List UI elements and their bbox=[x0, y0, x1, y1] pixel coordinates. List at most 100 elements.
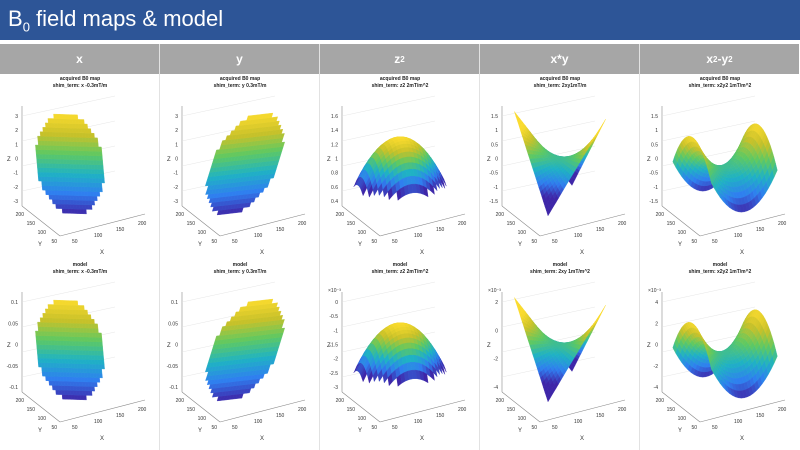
grid-line bbox=[501, 281, 596, 303]
x-axis-line bbox=[219, 399, 306, 423]
x-tick-label: 200 bbox=[138, 221, 147, 227]
z-tick-label: -4 bbox=[654, 385, 659, 391]
y-axis-label: Y bbox=[518, 428, 522, 434]
grid-line bbox=[341, 120, 436, 142]
surface-patch bbox=[441, 361, 447, 373]
plot-title-line1: acquired B0 map bbox=[539, 76, 581, 82]
surface-patch bbox=[99, 160, 104, 166]
y-axis-label: Y bbox=[198, 242, 202, 248]
grid-line bbox=[341, 95, 436, 117]
y-axis-label: Y bbox=[358, 242, 362, 248]
surface-patch bbox=[279, 133, 285, 139]
x-axis-label: X bbox=[740, 436, 744, 442]
y-axis-line bbox=[661, 391, 701, 423]
z-tick-label: -3 bbox=[174, 199, 179, 205]
surface-patch bbox=[88, 390, 93, 396]
y-axis-label: Y bbox=[198, 428, 202, 434]
x-tick-label: 50 bbox=[72, 425, 78, 431]
surface-patch bbox=[98, 373, 103, 379]
model-plot-4: model shim_term: 2xy 1mT/m^2 2 0 -2 -4 ×10⁻³ Z 2… bbox=[480, 262, 640, 448]
y-tick-label: 100 bbox=[358, 230, 367, 236]
column-header-2: y bbox=[160, 44, 319, 74]
plot-title: model shim_term: y 0.3mT/m bbox=[160, 262, 320, 276]
z-tick-label: 1.4 bbox=[331, 128, 338, 134]
x-axis-label: X bbox=[420, 436, 424, 442]
x-tick-label: 150 bbox=[756, 413, 765, 419]
x-axis-line bbox=[539, 213, 626, 237]
surface-patch bbox=[100, 364, 105, 370]
plot-title-line2: shim_term: x -0.3mT/m bbox=[52, 83, 108, 89]
z-tick-label: 0.5 bbox=[491, 142, 498, 148]
y-tick-label: 200 bbox=[656, 398, 665, 404]
z-tick-label: 0 bbox=[175, 343, 178, 349]
y-axis-line bbox=[181, 391, 221, 423]
z-tick-label: -1 bbox=[14, 171, 19, 177]
grid-line bbox=[181, 281, 276, 303]
z-tick-label: 1.5 bbox=[651, 114, 658, 120]
z-tick-label: -0.05 bbox=[167, 364, 179, 370]
z-tick-label: -0.5 bbox=[649, 171, 658, 177]
x-tick-label: 150 bbox=[436, 227, 445, 233]
column-divider bbox=[319, 44, 320, 450]
surface-mesh bbox=[205, 298, 285, 402]
z-tick-label: -2.5 bbox=[329, 371, 338, 377]
x-axis-label: X bbox=[580, 436, 584, 442]
z-tick-label: 0.1 bbox=[11, 300, 18, 306]
x-axis-label: X bbox=[100, 250, 104, 256]
grid-line bbox=[661, 306, 756, 328]
z-tick-label: 3 bbox=[15, 114, 18, 120]
plot-title-line1: acquired B0 map bbox=[59, 76, 101, 82]
x-tick-label: 200 bbox=[618, 221, 627, 227]
surface-patch bbox=[100, 173, 105, 179]
plot-title-line1: model bbox=[232, 262, 248, 268]
x-tick-label: 50 bbox=[552, 425, 558, 431]
surface-patch bbox=[268, 298, 274, 305]
x-axis-label: X bbox=[740, 250, 744, 256]
surface-patch bbox=[279, 327, 285, 334]
grid-line bbox=[661, 120, 756, 142]
x-axis-line bbox=[699, 399, 786, 423]
z-exponent-label: ×10⁻³ bbox=[328, 288, 341, 294]
surface-patch bbox=[601, 119, 606, 127]
plot-title-line1: model bbox=[712, 262, 728, 268]
x-tick-label: 150 bbox=[116, 227, 125, 233]
surface-patch bbox=[100, 169, 105, 175]
y-tick-label: 50 bbox=[51, 425, 57, 431]
grid-line bbox=[181, 95, 276, 117]
model-plot-5: model shim_term: x2y2 1mT/m^2 4 2 0 -2 -4 ×10⁻³… bbox=[640, 262, 800, 448]
z-tick-label: 0 bbox=[655, 343, 658, 349]
y-tick-label: 200 bbox=[336, 212, 345, 218]
y-tick-label: 100 bbox=[358, 416, 367, 422]
grid-line bbox=[661, 281, 756, 303]
column-header-4: x*y bbox=[480, 44, 639, 74]
x-tick-label: 200 bbox=[298, 407, 307, 413]
surface-patch bbox=[87, 314, 92, 320]
surface-patch bbox=[278, 315, 284, 321]
x-tick-label: 100 bbox=[414, 419, 423, 425]
plot-title: acquired B0 map shim_term: x -0.3mT/m bbox=[0, 76, 160, 90]
surface-patch bbox=[276, 124, 282, 131]
column-divider bbox=[639, 44, 640, 450]
y-tick-label: 150 bbox=[507, 221, 516, 227]
z-tick-label: 0.1 bbox=[171, 300, 178, 306]
x-tick-label: 100 bbox=[414, 233, 423, 239]
y-tick-label: 150 bbox=[187, 221, 196, 227]
surface-mesh bbox=[672, 123, 778, 213]
grid-line bbox=[21, 95, 116, 117]
surface-patch bbox=[439, 362, 446, 375]
model-plot-2: model shim_term: y 0.3mT/m 0.1 0.05 0 -0.05 -0… bbox=[160, 262, 320, 448]
surface-patch bbox=[93, 195, 98, 201]
z-tick-label: -0.5 bbox=[489, 171, 498, 177]
x-tick-label: 150 bbox=[276, 227, 285, 233]
x-axis-label: X bbox=[580, 250, 584, 256]
z-tick-label: -2 bbox=[334, 357, 339, 363]
grid-line bbox=[341, 281, 436, 303]
surface-mesh bbox=[514, 111, 606, 217]
y-tick-label: 200 bbox=[176, 212, 185, 218]
z-tick-label: 2 bbox=[495, 300, 498, 306]
z-tick-label: -0.1 bbox=[9, 385, 18, 391]
